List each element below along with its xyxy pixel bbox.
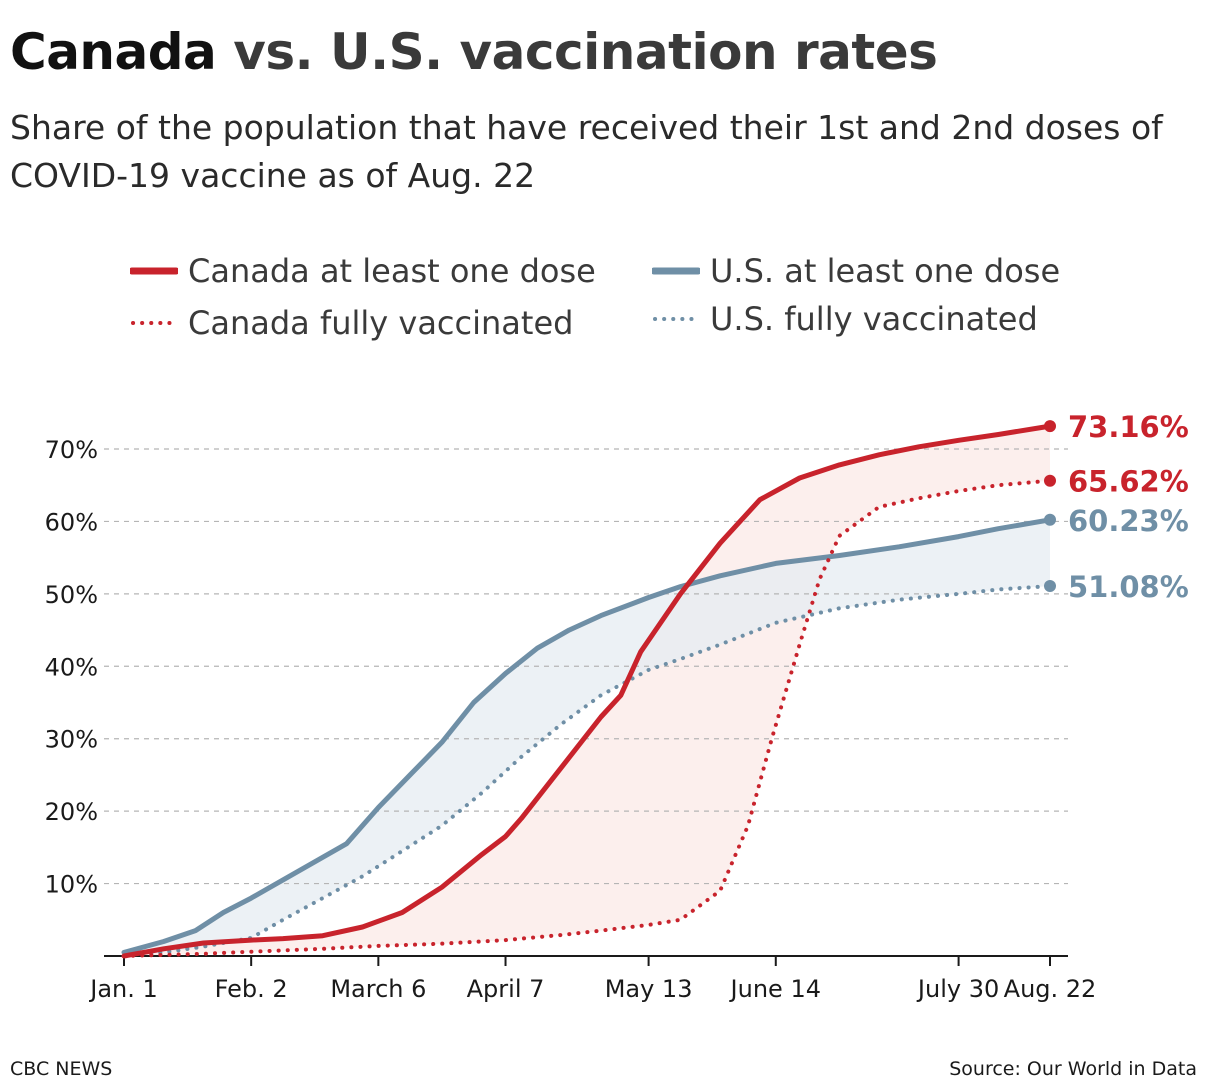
series-line-2 [121,517,1053,955]
chart-title-rest: vs. U.S. vaccination rates [216,23,938,81]
footer-credit: CBC NEWS [10,1058,113,1080]
legend-label: Canada fully vaccinated [188,304,574,342]
legend-label: Canada at least one dose [188,252,596,290]
series-line-0 [121,423,1053,959]
x-tick-label: May 13 [605,975,693,1003]
chart-title: Canada vs. U.S. vaccination rates [10,22,938,82]
x-tick-label: April 7 [467,975,545,1003]
y-tick-label: 50% [45,581,98,609]
legend-label: U.S. at least one dose [710,252,1061,290]
legend-swatch-solid-blue [652,267,700,275]
end-value-label-2: 60.23% [1068,504,1189,538]
legend-item-canada-one-dose: Canada at least one dose [130,252,596,290]
series-line-3 [122,584,1052,958]
end-value-label-1: 65.62% [1068,465,1189,499]
x-tick-label: Aug. 22 [1004,975,1097,1003]
x-tick-label: March 6 [330,975,426,1003]
legend-item-canada-fully: Canada fully vaccinated [130,304,573,342]
chart-title-lead: Canada [10,23,217,81]
legend-swatch-dotted-red [131,321,178,325]
chart-subtitle: Share of the population that have receiv… [10,108,1163,195]
series-line-1 [122,478,1052,958]
y-tick-label: 20% [45,798,98,826]
chart-legend: Canada at least one dose Canada fully va… [130,252,1130,362]
x-tick-label: June 14 [729,975,821,1003]
legend-swatch-dotted-blue [653,317,700,321]
end-value-label-0: 73.16% [1068,410,1189,444]
end-value-label-3: 51.08% [1068,570,1189,604]
end-marker-3 [1044,580,1056,593]
y-tick-label: 70% [45,436,98,464]
legend-item-us-one-dose: U.S. at least one dose [652,252,1060,290]
y-tick-label: 10% [45,871,98,899]
x-tick-label: July 30 [916,975,999,1003]
legend-item-us-fully: U.S. fully vaccinated [652,300,1038,338]
y-tick-label: 40% [45,653,98,681]
legend-swatch-solid-red [130,267,178,275]
x-tick-label: Feb. 2 [215,975,288,1003]
y-tick-label: 30% [45,726,98,754]
line-chart: 10% 20% 30% 40% 50% 60% 70% Jan. 1 Feb. 2 March 6… [45,410,1189,1003]
y-tick-label: 60% [45,508,98,536]
end-marker-0 [1044,420,1056,433]
legend-label: U.S. fully vaccinated [710,300,1038,338]
band-us [124,519,1050,956]
footer-source: Source: Our World in Data [949,1058,1197,1080]
end-marker-1 [1044,474,1056,487]
end-marker-2 [1044,513,1056,526]
x-tick-label: Jan. 1 [88,975,158,1003]
